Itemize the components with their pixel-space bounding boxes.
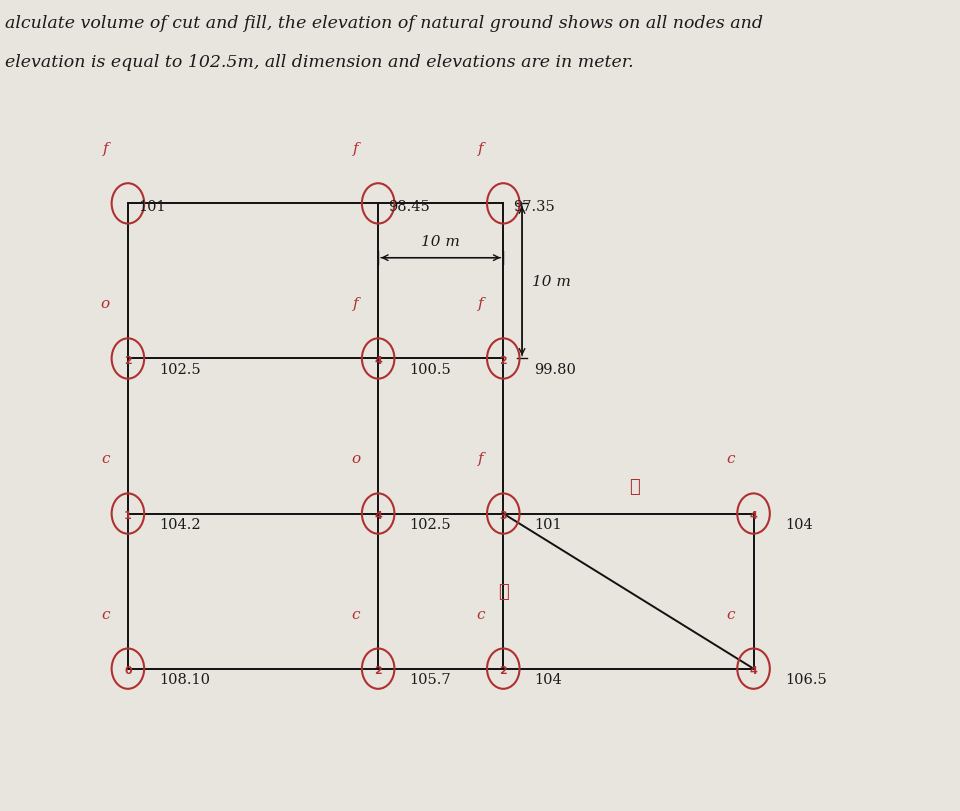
Text: f: f [478,452,484,466]
Text: f: f [478,142,484,157]
Text: o: o [101,297,110,311]
Text: c: c [476,607,485,620]
Text: 2: 2 [499,665,507,676]
Text: 4: 4 [374,510,382,521]
Text: alculate volume of cut and fill, the elevation of natural ground shows on all no: alculate volume of cut and fill, the ele… [6,15,763,32]
Text: 4: 4 [750,510,757,521]
Text: 102.5: 102.5 [159,363,201,376]
Text: 101: 101 [138,200,165,213]
Text: 98.45: 98.45 [388,200,430,213]
Text: 4: 4 [750,665,757,676]
Text: 4: 4 [374,355,382,366]
Text: 108.10: 108.10 [159,672,210,686]
Text: 0: 0 [124,665,132,676]
Text: f: f [478,297,484,311]
Text: 106.5: 106.5 [785,672,827,686]
Text: o: o [351,452,360,466]
Text: c: c [727,607,735,620]
Text: 101: 101 [535,517,563,531]
Text: 2: 2 [124,355,132,366]
Text: 104: 104 [535,672,563,686]
Text: 3: 3 [499,510,507,521]
Text: 104: 104 [785,517,812,531]
Text: 99.80: 99.80 [535,363,576,376]
Text: c: c [101,607,109,620]
Text: 102.5: 102.5 [410,517,451,531]
Text: f: f [103,142,108,157]
Text: f: f [353,297,358,311]
Text: f: f [353,142,358,157]
Text: 100.5: 100.5 [410,363,451,376]
Text: ✕: ✕ [498,582,509,600]
Text: 1: 1 [124,510,132,521]
Text: 2: 2 [374,665,382,676]
Text: c: c [727,452,735,466]
Text: 2: 2 [499,355,507,366]
Text: 105.7: 105.7 [410,672,451,686]
Text: 10 m: 10 m [532,275,571,289]
Text: c: c [351,607,360,620]
Text: 10 m: 10 m [421,235,460,249]
Text: 104.2: 104.2 [159,517,201,531]
Text: 97.35: 97.35 [514,200,555,213]
Text: ✕: ✕ [630,478,640,496]
Text: elevation is equal to 102.5m, all dimension and elevations are in meter.: elevation is equal to 102.5m, all dimens… [6,54,634,71]
Text: c: c [101,452,109,466]
